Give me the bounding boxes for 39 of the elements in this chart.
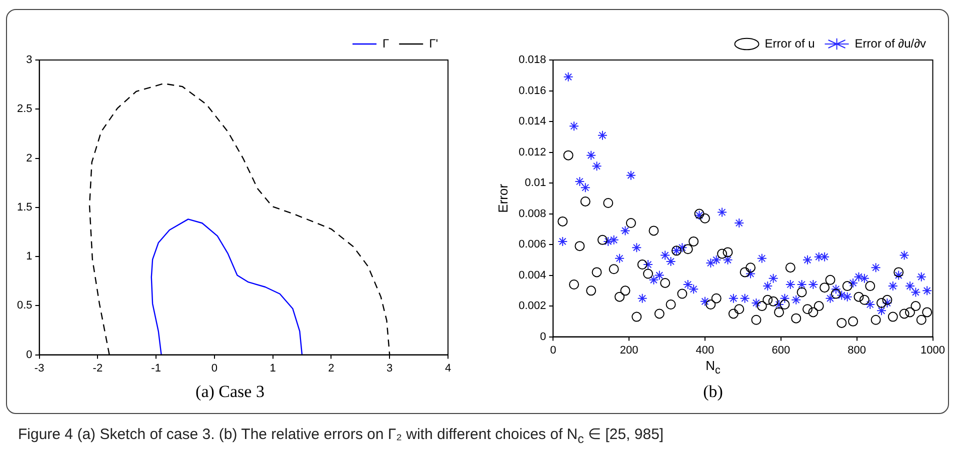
y-tick-label: 0.006 — [518, 238, 546, 251]
y-tick-label: 0.018 — [518, 54, 546, 66]
x-tick-label: 3 — [386, 362, 393, 374]
legend-label: Γ — [382, 36, 390, 50]
text: (a) Case 3 — [194, 382, 266, 402]
y-tick-label: 0.014 — [518, 116, 546, 128]
y-tick-label: 0.002 — [518, 300, 546, 312]
x-tick-label: 800 — [848, 344, 866, 356]
x-tick-label: 0 — [550, 344, 556, 356]
x-tick-label: 600 — [772, 344, 790, 356]
x-tick-label: 4 — [444, 362, 452, 374]
y-tick-label: 1 — [26, 250, 32, 263]
y-tick-label: 0.004 — [518, 269, 546, 282]
y-tick-label: 0.01 — [524, 177, 546, 190]
x-tick-label: -3 — [34, 362, 44, 374]
x-tick-label: -2 — [92, 362, 103, 374]
x-tick-label: 0 — [211, 362, 218, 374]
x-tick-label: 2 — [328, 362, 334, 374]
text: (b) — [702, 382, 724, 402]
y-tick-label: 0.016 — [518, 84, 546, 97]
y-tick-label: 0.5 — [16, 300, 32, 312]
x-tick-label: 400 — [696, 344, 714, 356]
x-tick-label: -1 — [151, 362, 161, 374]
y-tick-label: 3 — [26, 54, 32, 66]
legend-label: Γ' — [429, 36, 438, 50]
y-tick-label: 2 — [26, 152, 32, 164]
y-tick-label: 1.5 — [16, 201, 32, 214]
y-tick-label: 0 — [540, 330, 546, 343]
y-tick-label: 2.5 — [16, 103, 32, 116]
y-tick-label: 0.008 — [518, 208, 546, 220]
y-tick-label: 0.012 — [518, 146, 546, 158]
x-axis-title: N$_{c}$ — [704, 358, 722, 377]
x-tick-label: 1000 — [920, 344, 946, 356]
x-tick-label: 1 — [270, 362, 276, 374]
x-tick-label: 200 — [620, 344, 638, 356]
caption: Figure 4 (a) Sketch of case 3. (b) The relative errors on Γ₂ with different choices of N$_{c}$ ∈ [25, 985] — [14, 425, 668, 446]
y-axis-title: Error — [495, 183, 510, 213]
legend-label: Error of ∂u/∂v — [854, 36, 926, 50]
legend-label: Error of u — [764, 36, 815, 50]
